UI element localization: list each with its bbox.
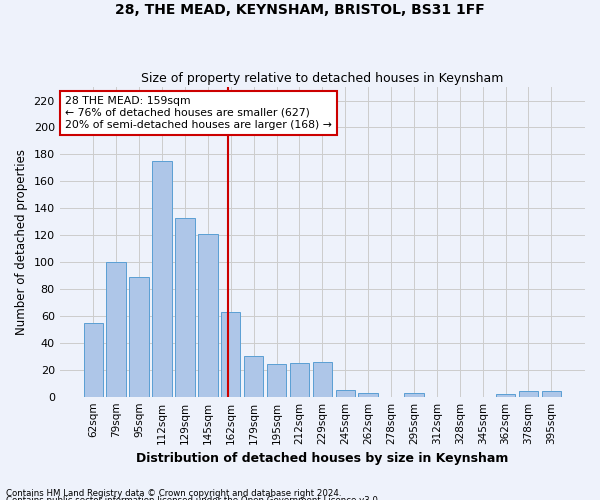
Text: Contains public sector information licensed under the Open Government Licence v3: Contains public sector information licen… — [6, 496, 380, 500]
Bar — [313, 362, 332, 396]
Bar — [358, 392, 378, 396]
Text: 28 THE MEAD: 159sqm
← 76% of detached houses are smaller (627)
20% of semi-detac: 28 THE MEAD: 159sqm ← 76% of detached ho… — [65, 96, 332, 130]
Bar — [335, 390, 355, 396]
Bar — [519, 392, 538, 396]
Bar — [106, 262, 126, 396]
Bar — [83, 322, 103, 396]
X-axis label: Distribution of detached houses by size in Keynsham: Distribution of detached houses by size … — [136, 452, 509, 465]
Bar — [221, 312, 241, 396]
Bar — [496, 394, 515, 396]
Bar — [152, 161, 172, 396]
Bar — [290, 363, 309, 396]
Bar — [130, 277, 149, 396]
Bar — [175, 218, 194, 396]
Bar — [404, 392, 424, 396]
Bar — [244, 356, 263, 397]
Y-axis label: Number of detached properties: Number of detached properties — [15, 149, 28, 335]
Text: 28, THE MEAD, KEYNSHAM, BRISTOL, BS31 1FF: 28, THE MEAD, KEYNSHAM, BRISTOL, BS31 1F… — [115, 2, 485, 16]
Text: Contains HM Land Registry data © Crown copyright and database right 2024.: Contains HM Land Registry data © Crown c… — [6, 488, 341, 498]
Bar — [198, 234, 218, 396]
Title: Size of property relative to detached houses in Keynsham: Size of property relative to detached ho… — [141, 72, 503, 85]
Bar — [267, 364, 286, 396]
Bar — [542, 392, 561, 396]
